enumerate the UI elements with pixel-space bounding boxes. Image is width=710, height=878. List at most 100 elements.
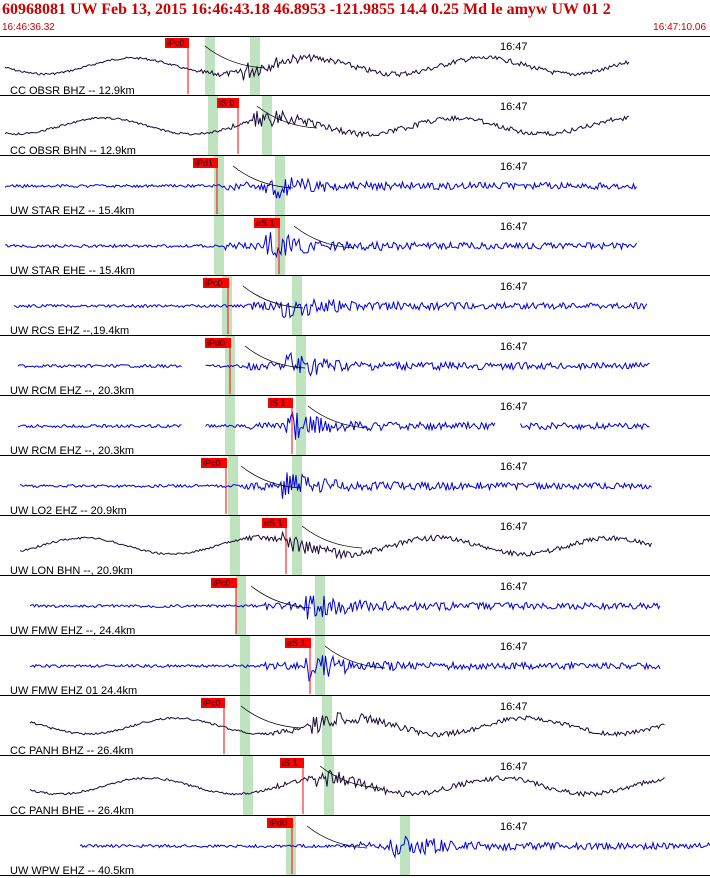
pick-label: iPc0 — [213, 578, 231, 588]
trace-row: iS 1 16:47 CC PANH BHE -- 26.4km — [0, 756, 710, 817]
s-pick-band — [250, 36, 260, 96]
pick-box — [217, 98, 239, 108]
pick-box — [267, 818, 293, 828]
station-label: UW LON BHN --, 20.9km — [10, 565, 133, 577]
time-mark-label: 16:47 — [500, 401, 528, 413]
station-label: UW RCM EHZ --, 20.3km — [10, 445, 134, 457]
station-label: UW RCM EHZ --, 20.3km — [10, 385, 134, 397]
trace-row: eS 1 16:47 UW FMW EHZ 01 24.4km — [0, 636, 710, 697]
station-label: CC PANH BHZ -- 26.4km — [10, 745, 133, 757]
pick-box — [280, 758, 304, 768]
station-label: UW WPW EHZ -- 40.5km — [10, 865, 134, 877]
time-mark-label: 16:47 — [500, 281, 528, 293]
pick-box — [203, 278, 229, 288]
p-pick-band — [230, 516, 240, 576]
s-pick-band — [315, 636, 325, 696]
seismogram-panel: iPc0 16:47 CC OBSR BHZ -- 12.9km iS 0 16:47 C… — [0, 36, 710, 877]
pick-box — [201, 698, 225, 708]
pick-label: iS 0 — [219, 98, 235, 108]
s-pick-band — [292, 516, 302, 576]
pick-label: iPd1 — [195, 158, 213, 168]
time-mark-label: 16:47 — [500, 101, 528, 113]
traveltime-curve — [319, 765, 381, 789]
trace-row: eS 1 16:47 UW LON BHN --, 20.9km — [0, 516, 710, 577]
time-mark-label: 16:47 — [500, 821, 528, 833]
waveform — [79, 835, 710, 859]
traveltime-curve — [293, 225, 355, 249]
p-pick-band — [208, 96, 218, 156]
pick-label: iPc0 — [203, 698, 221, 708]
trace-row: iPc0 16:47 CC OBSR BHZ -- 12.9km — [0, 36, 710, 97]
station-label: CC PANH BHE -- 26.4km — [10, 805, 134, 817]
station-label: CC OBSR BHN -- 12.9km — [10, 145, 136, 157]
traveltime-curve — [232, 165, 294, 189]
waveform — [29, 712, 665, 738]
time-mark-label: 16:47 — [500, 521, 528, 533]
traveltime-curve — [307, 405, 369, 429]
trace-row: iPc0 16:47 CC PANH BHZ -- 26.4km — [0, 696, 710, 757]
time-mark-label: 16:47 — [500, 161, 528, 173]
station-label: UW LO2 EHZ -- 20.9km — [10, 505, 127, 517]
station-label: UW FMW EHZ 01 24.4km — [10, 685, 137, 697]
pick-label: iS 1 — [270, 398, 286, 408]
pick-label: iPc0 — [203, 458, 221, 468]
traveltime-curve — [204, 45, 266, 69]
header-bar: 60968081 UW Feb 13, 2015 16:46:43.18 46.… — [0, 0, 710, 34]
event-title: 60968081 UW Feb 13, 2015 16:46:43.18 46.… — [2, 1, 611, 18]
traveltime-curve — [240, 705, 302, 729]
pick-label: iPd0 — [269, 818, 287, 828]
trace-row: iS 0 16:47 CC OBSR BHN -- 12.9km — [0, 96, 710, 157]
pick-box — [254, 218, 280, 228]
trace-row: iPc0 16:47 UW RCS EHZ --,19.4km — [0, 276, 710, 337]
trace-row: eS 1 16:47 UW STAR EHE -- 15.4km — [0, 216, 710, 277]
traveltime-curve — [244, 345, 306, 369]
pick-label: eS 1 — [287, 638, 306, 648]
time-mark-label: 16:47 — [500, 581, 528, 593]
pick-box — [211, 578, 237, 588]
traveltime-curve — [240, 465, 302, 489]
waveform — [4, 53, 630, 81]
start-time: 16:46:36.32 — [2, 22, 55, 33]
station-label: UW STAR EHZ -- 15.4km — [10, 205, 134, 217]
pick-label: eS 1 — [256, 218, 275, 228]
waveform — [17, 411, 650, 440]
p-pick-band — [205, 36, 215, 96]
pick-box — [165, 38, 189, 48]
waveform — [29, 769, 665, 798]
pick-box — [201, 458, 227, 468]
p-pick-band — [214, 156, 224, 216]
s-pick-band — [322, 696, 332, 756]
time-mark-label: 16:47 — [500, 341, 528, 353]
pick-label: iPc0 — [205, 278, 223, 288]
traveltime-curve — [301, 525, 363, 549]
pick-box — [262, 518, 287, 528]
trace-row: iPc0 16:47 UW FMW EHZ --, 24.4km — [0, 576, 710, 637]
pick-box — [268, 398, 293, 408]
s-pick-band — [400, 816, 410, 876]
time-mark-label: 16:47 — [500, 701, 528, 713]
end-time: 16:47:10.06 — [653, 22, 706, 33]
time-mark-label: 16:47 — [500, 761, 528, 773]
traveltime-curve — [250, 585, 312, 609]
trace-row: iPd0 16:47 UW WPW EHZ -- 40.5km — [0, 816, 710, 877]
trace-row: iPd0 16:47 UW RCM EHZ --, 20.3km — [0, 336, 710, 397]
pick-label: iPc0 — [167, 38, 185, 48]
s-pick-band — [275, 156, 285, 216]
p-pick-band — [240, 636, 250, 696]
s-pick-band — [324, 756, 334, 816]
pick-box — [205, 338, 231, 348]
s-pick-band — [275, 216, 285, 276]
pick-box — [193, 158, 218, 168]
time-mark-label: 16:47 — [500, 461, 528, 473]
s-pick-band — [315, 576, 325, 636]
station-label: CC OBSR BHZ -- 12.9km — [10, 85, 135, 97]
station-label: UW RCS EHZ --,19.4km — [10, 325, 129, 337]
waveform — [13, 297, 648, 319]
pick-box — [285, 638, 311, 648]
waveform — [4, 177, 637, 199]
time-mark-label: 16:47 — [500, 221, 528, 233]
p-pick-band — [240, 696, 250, 756]
waveform — [29, 595, 661, 620]
waveform — [4, 109, 630, 138]
s-pick-band — [296, 396, 306, 456]
